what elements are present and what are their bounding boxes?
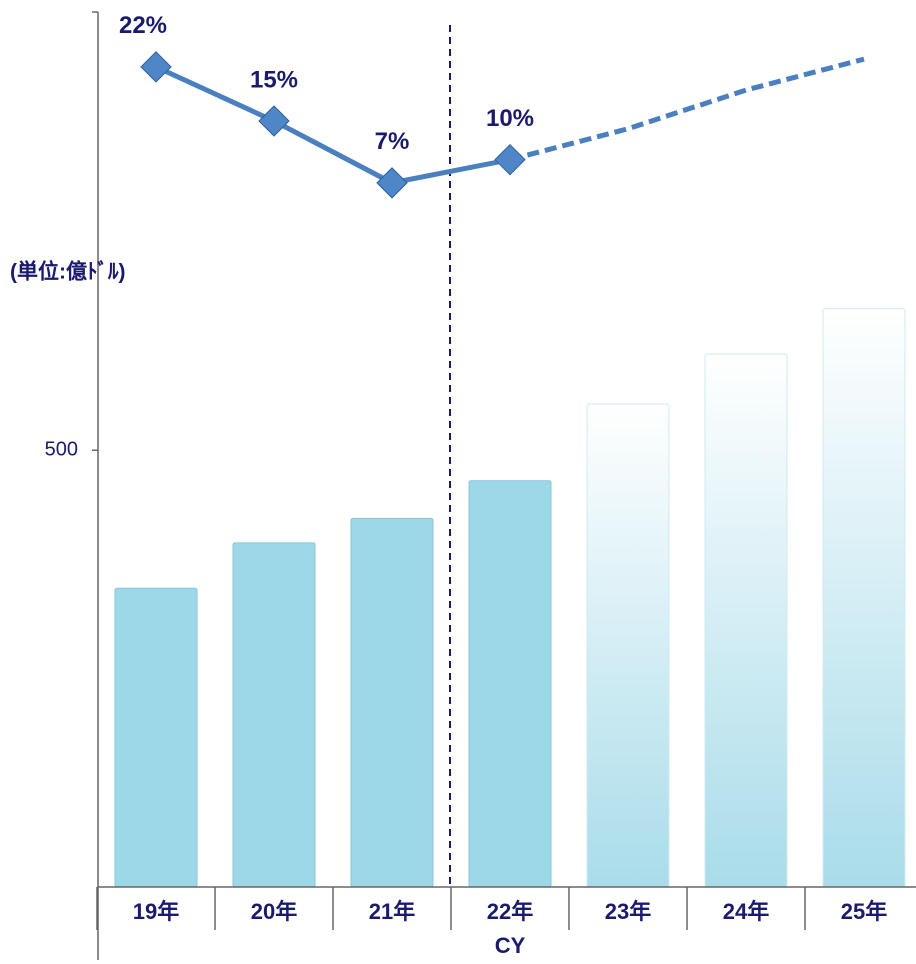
growth-marker <box>140 51 172 83</box>
growth-line <box>154 64 511 186</box>
bar <box>114 587 198 888</box>
data-label: 7% <box>375 128 410 155</box>
x-tick-label: 22年 <box>487 899 533 924</box>
x-tick-label: 25年 <box>841 899 887 924</box>
growth-marker <box>258 105 290 137</box>
bar <box>350 517 434 888</box>
bar <box>586 403 670 888</box>
unit-label: (単位:億ﾄﾞﾙ) <box>10 260 125 284</box>
y-tick-label: 500 <box>45 439 78 461</box>
x-tick-label: 24年 <box>723 899 769 924</box>
data-label: 10% <box>486 105 534 132</box>
bar <box>468 480 552 888</box>
x-tick-label: 23年 <box>605 899 651 924</box>
growth-marker <box>494 143 526 176</box>
x-tick-label: 21年 <box>369 899 415 924</box>
growth-forecast-line <box>509 56 865 163</box>
data-label: 22% <box>119 12 167 39</box>
x-axis-title: CY <box>495 933 526 958</box>
bar <box>232 542 316 888</box>
data-label: 15% <box>250 66 298 93</box>
bar <box>704 353 788 888</box>
growth-marker <box>376 167 408 199</box>
x-tick-label: 19年 <box>133 899 179 924</box>
bar <box>822 308 906 888</box>
x-tick-label: 20年 <box>251 899 297 924</box>
